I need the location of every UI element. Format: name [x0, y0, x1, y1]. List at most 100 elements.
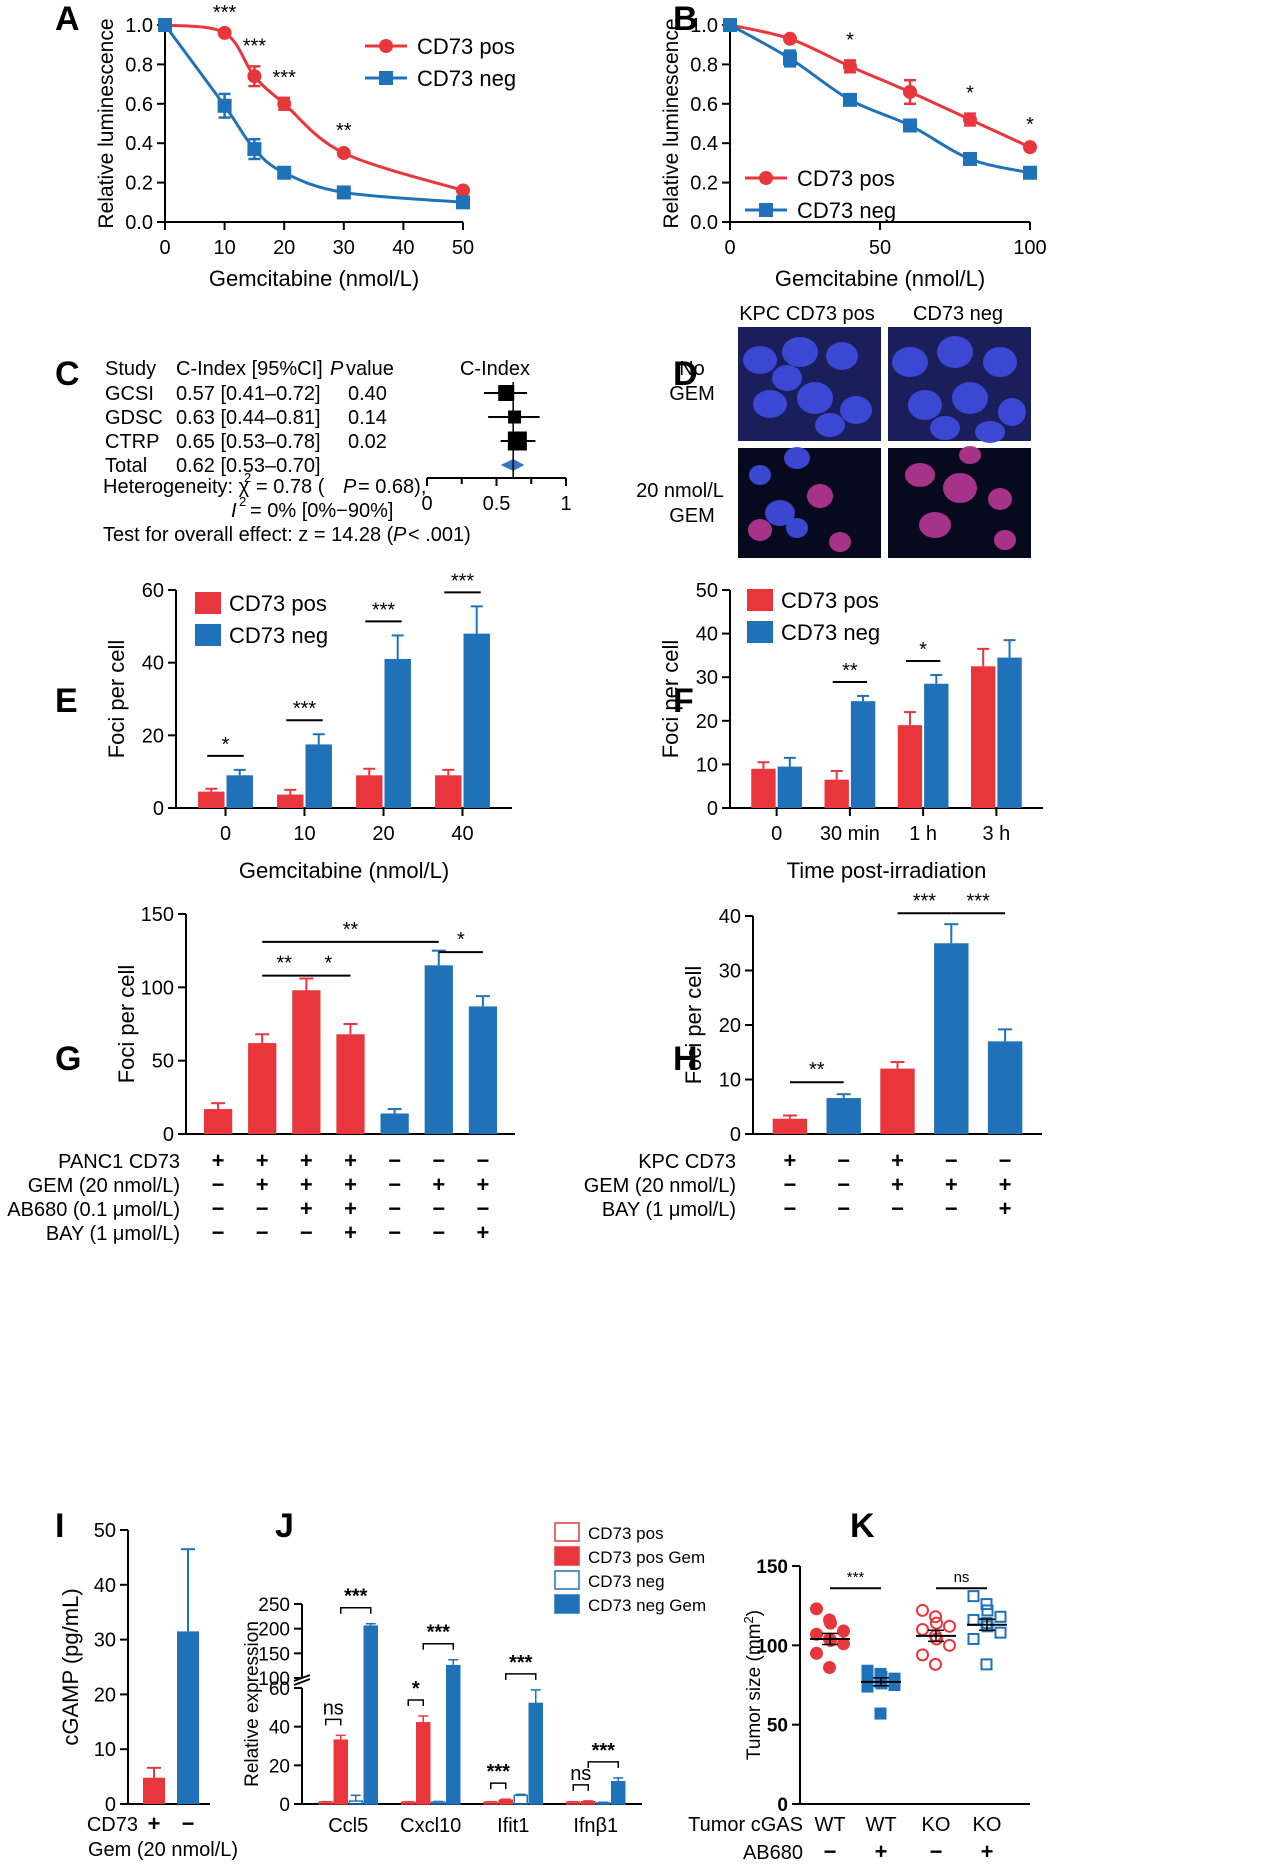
c-estimate-square: [508, 411, 521, 424]
k-data-point: [969, 1634, 979, 1644]
G-condition-sign: +: [300, 1148, 313, 1173]
c-overall-p: P: [393, 524, 407, 546]
j-x-tick-label: Ifnβ1: [573, 1815, 618, 1837]
F-y-axis-title: Foci per cell: [658, 640, 683, 759]
c-chi-superscript: 2: [244, 470, 251, 485]
B-data-point: [723, 18, 737, 32]
j-significance-label: ***: [427, 1622, 451, 1644]
G-condition-sign: −: [388, 1220, 401, 1245]
E-x-tick-label: 40: [451, 823, 473, 845]
H-condition-label: GEM (20 nmol/L): [584, 1175, 736, 1197]
c-heterogeneity-pval: = 0.68),: [358, 476, 426, 498]
k-significance-label: ns: [954, 1569, 970, 1586]
k-data-point: [996, 1628, 1006, 1638]
c-heterogeneity-text: Heterogeneity: χ: [103, 476, 250, 498]
A-x-tick-label: 10: [213, 237, 235, 259]
k-data-point: [824, 1662, 835, 1673]
d-nucleus: [994, 530, 1016, 550]
d-nucleus: [998, 398, 1026, 426]
c-x-tick-label: 0.5: [483, 493, 511, 515]
j-x-tick-label: Ifit1: [497, 1815, 529, 1837]
A-data-point: [218, 99, 232, 113]
B-series-line: [730, 25, 1030, 173]
G-condition-sign: −: [212, 1172, 225, 1197]
k-data-point: [811, 1648, 822, 1659]
k-row-label-cgas: Tumor cGAS: [688, 1814, 803, 1836]
A-y-tick-label: 0.2: [125, 173, 153, 195]
G-condition-sign: −: [476, 1148, 489, 1173]
B-data-point: [963, 113, 977, 127]
B-data-point: [903, 118, 917, 132]
j-bar: [334, 1740, 347, 1804]
G-condition-sign: −: [476, 1196, 489, 1221]
G-condition-label: BAY (1 μmol/L): [46, 1223, 180, 1245]
G-condition-sign: +: [256, 1172, 269, 1197]
A-x-axis-title: Gemcitabine (nmol/L): [209, 266, 419, 291]
A-y-tick-label: 0.0: [125, 212, 153, 234]
d-nucleus: [908, 390, 942, 420]
G-y-tick-label: 50: [152, 1051, 174, 1073]
j-legend-label: CD73 neg: [588, 1572, 665, 1591]
d-nucleus: [905, 463, 935, 487]
G-y-axis-title: Foci per cell: [114, 965, 139, 1084]
A-y-axis-title: Relative luminescence: [95, 18, 118, 228]
j-significance-label: ns: [323, 1697, 344, 1719]
G-condition-sign: +: [212, 1148, 225, 1173]
F-bar: [825, 780, 849, 808]
F-bar: [997, 658, 1021, 808]
j-bar: [529, 1703, 542, 1804]
k-data-point: [982, 1659, 992, 1669]
H-condition-label: BAY (1 μmol/L): [602, 1199, 736, 1221]
d-nucleus: [952, 382, 988, 414]
k-group-label: WT: [814, 1814, 845, 1836]
E-y-tick-label: 0: [153, 798, 164, 820]
G-bar: [469, 1006, 497, 1134]
k-data-point: [863, 1682, 873, 1692]
A-data-point: [277, 166, 291, 180]
j-significance-label: ***: [487, 1761, 511, 1783]
A-x-tick-label: 50: [452, 237, 474, 259]
E-bar: [435, 775, 461, 808]
j-significance-bracket: [408, 1700, 423, 1706]
F-bar: [851, 701, 875, 808]
k-data-point: [811, 1603, 822, 1614]
j-bar: [417, 1723, 430, 1804]
j-bar: [612, 1782, 625, 1804]
B-y-tick-label: 1.0: [690, 15, 718, 37]
c-i2-label: I: [231, 500, 237, 522]
panel-g-bar-chart: 050100150**** **Foci per cellPANC1 CD73 + +…: [7, 904, 515, 1245]
E-bar: [198, 792, 224, 808]
k-row-label-ab680: AB680: [743, 1842, 803, 1864]
E-bar: [277, 795, 303, 808]
panel-letter-a: A: [55, 0, 80, 38]
B-significance-label: *: [846, 29, 854, 51]
H-condition-sign: −: [837, 1172, 850, 1197]
d-nucleus: [753, 390, 787, 418]
k-y-tick-label: 0: [777, 1795, 788, 1816]
F-y-tick-label: 0: [707, 798, 718, 820]
d-nucleus: [943, 473, 977, 503]
H-condition-sign: +: [891, 1172, 904, 1197]
H-condition-sign: +: [999, 1196, 1012, 1221]
B-y-tick-label: 0.2: [690, 173, 718, 195]
j-significance-bracket: [573, 1785, 588, 1791]
G-condition-label: AB680 (0.1 μmol/L): [7, 1199, 180, 1221]
G-y-tick-label: 100: [141, 977, 174, 999]
c-overall-effect: Test for overall effect: z = 14.28 (: [103, 524, 394, 546]
j-significance-bracket: [326, 1719, 341, 1725]
H-condition-sign: +: [999, 1172, 1012, 1197]
H-bar: [773, 1119, 807, 1134]
E-bar: [464, 634, 490, 808]
panel-k-scatter: 050100150 *** nsTumor size (mm2)Tumor cGAS…: [688, 1557, 1030, 1864]
B-x-axis-title: Gemcitabine (nmol/L): [775, 266, 985, 291]
G-condition-sign: −: [432, 1148, 445, 1173]
c-header-cindex: C-Index [95%CI]: [176, 358, 323, 380]
j-legend-swatch: [555, 1571, 579, 1589]
j-significance-bracket: [341, 1608, 371, 1614]
B-x-tick-label: 0: [724, 237, 735, 259]
G-bar: [204, 1109, 232, 1134]
E-bar: [227, 775, 253, 808]
c-p-value: 0.40: [348, 383, 387, 405]
i-row-label-gem: Gem (20 nmol/L): [88, 1839, 238, 1861]
B-y-tick-label: 0.8: [690, 54, 718, 76]
